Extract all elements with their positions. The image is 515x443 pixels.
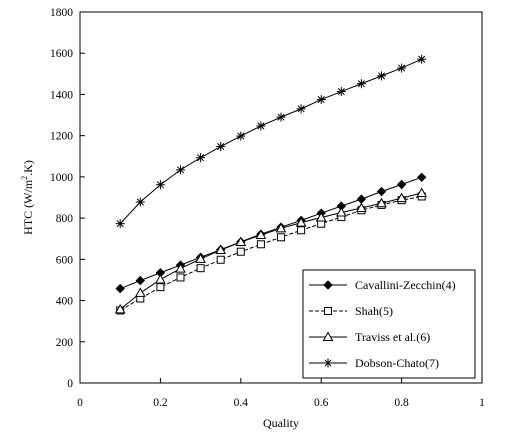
series-dobson-chato-7 (115, 54, 427, 229)
y-axis-title: HTC (W/m2.K) (20, 160, 35, 235)
data-point-traviss-et-al-6 (235, 236, 247, 247)
data-point-dobson-chato-7 (155, 180, 165, 190)
data-point-cavallini-zecchin-4 (416, 172, 427, 183)
legend-box (302, 269, 476, 379)
data-point-traviss-et-al-6 (376, 197, 387, 208)
x-tick-label: 0.4 (234, 397, 249, 409)
data-point-dobson-chato-7 (276, 112, 286, 122)
data-point-dobson-chato-7 (417, 54, 427, 64)
data-point-traviss-et-al-6 (215, 244, 227, 255)
x-tick-label: 0.2 (153, 397, 168, 409)
legend-item-shah-5: Shah(5) (309, 304, 393, 318)
data-point-dobson-chato-7 (236, 131, 246, 141)
series-line-cavallini-zecchin-4 (120, 176, 422, 290)
legend: Cavallini-Zecchin(4) Shah(5) Traviss et al… (302, 269, 476, 379)
data-point-dobson-chato-7 (336, 87, 346, 97)
legend-marker (323, 358, 333, 368)
data-point-traviss-et-al-6 (195, 253, 206, 263)
data-point-traviss-et-al-6 (335, 207, 347, 217)
legend-item-traviss-et-al-6: Traviss et al.(6) (309, 330, 430, 344)
legend-item-dobson-chato-7: Dobson-Chato(7) (309, 356, 439, 370)
data-point-shah-5 (176, 273, 185, 282)
y-tick-label: 1200 (50, 131, 73, 143)
legend-marker (322, 331, 334, 341)
y-tick-label: 200 (56, 337, 74, 349)
data-point-traviss-et-al-6 (416, 187, 428, 197)
data-point-traviss-et-al-6 (114, 303, 126, 314)
data-point-traviss-et-al-6 (396, 192, 407, 203)
data-point-traviss-et-al-6 (295, 217, 307, 227)
legend-item-cavallini-zecchin-4: Cavallini-Zecchin(4) (309, 278, 456, 292)
series-line-shah-5 (119, 195, 422, 311)
data-point-dobson-chato-7 (176, 165, 185, 175)
data-point-traviss-et-al-6 (255, 229, 267, 240)
y-tick-label: 1600 (50, 48, 73, 60)
y-axis-title-main: HTC (W/m (21, 179, 35, 235)
data-point-dobson-chato-7 (216, 142, 226, 152)
data-point-shah-5 (156, 283, 165, 292)
data-point-dobson-chato-7 (356, 79, 366, 89)
data-point-traviss-et-al-6 (356, 202, 367, 213)
legend-label: Cavallini-Zecchin(4) (355, 278, 456, 292)
axes: 0 200 400 600 800 1000 1200 1400 1600 1800 0 0.2 0.4… (20, 7, 485, 430)
data-point-shah-5 (196, 264, 205, 273)
data-point-dobson-chato-7 (115, 219, 125, 229)
data-point-shah-5 (256, 240, 265, 249)
data-point-cavallini-zecchin-4 (135, 275, 146, 286)
series-cavallini-zecchin-4 (115, 172, 427, 294)
data-point-shah-5 (297, 226, 306, 235)
y-tick-label: 800 (56, 213, 74, 225)
data-point-dobson-chato-7 (296, 104, 306, 114)
series-layer (114, 54, 428, 315)
y-tick-label: 0 (67, 378, 73, 390)
y-tick-label: 400 (56, 296, 74, 308)
data-point-dobson-chato-7 (377, 71, 386, 81)
data-point-traviss-et-al-6 (315, 211, 327, 222)
legend-label: Dobson-Chato(7) (355, 356, 439, 370)
legend-label: Shah(5) (355, 304, 393, 318)
series-line-dobson-chato-7 (119, 58, 422, 225)
y-tick-label: 1000 (50, 172, 73, 184)
data-point-cavallini-zecchin-4 (356, 194, 367, 204)
data-point-dobson-chato-7 (135, 197, 145, 207)
legend-marker (323, 280, 333, 290)
series-traviss-et-al-6 (114, 187, 428, 314)
legend-marker (324, 307, 332, 315)
y-tick-label: 1800 (50, 7, 73, 19)
y-axis-title-superscript: 2 (20, 176, 29, 180)
legend-label: Traviss et al.(6) (355, 330, 430, 344)
data-point-shah-5 (216, 255, 225, 264)
data-point-cavallini-zecchin-4 (396, 179, 407, 190)
plot-frame (79, 11, 483, 384)
y-tick-label: 600 (56, 254, 74, 266)
data-point-traviss-et-al-6 (175, 263, 186, 273)
x-tick-label: 0.8 (394, 397, 409, 409)
data-point-dobson-chato-7 (316, 95, 326, 105)
y-axis-title-unit-end: .K) (21, 160, 35, 176)
y-tick-label: 1400 (50, 89, 73, 101)
x-axis-title: Quality (263, 416, 299, 430)
x-tick-label: 1 (479, 397, 485, 409)
data-point-traviss-et-al-6 (275, 222, 287, 233)
data-point-shah-5 (236, 247, 245, 256)
series-line-traviss-et-al-6 (119, 192, 422, 310)
x-tick-label: 0.6 (314, 397, 329, 409)
x-tick-label: 0 (77, 397, 83, 409)
data-point-shah-5 (277, 233, 285, 242)
data-point-dobson-chato-7 (397, 63, 407, 73)
data-point-traviss-et-al-6 (134, 287, 146, 297)
data-point-dobson-chato-7 (196, 153, 206, 163)
data-point-dobson-chato-7 (256, 121, 266, 131)
data-point-cavallini-zecchin-4 (376, 186, 387, 197)
data-point-cavallini-zecchin-4 (115, 283, 125, 294)
data-point-traviss-et-al-6 (155, 274, 166, 284)
